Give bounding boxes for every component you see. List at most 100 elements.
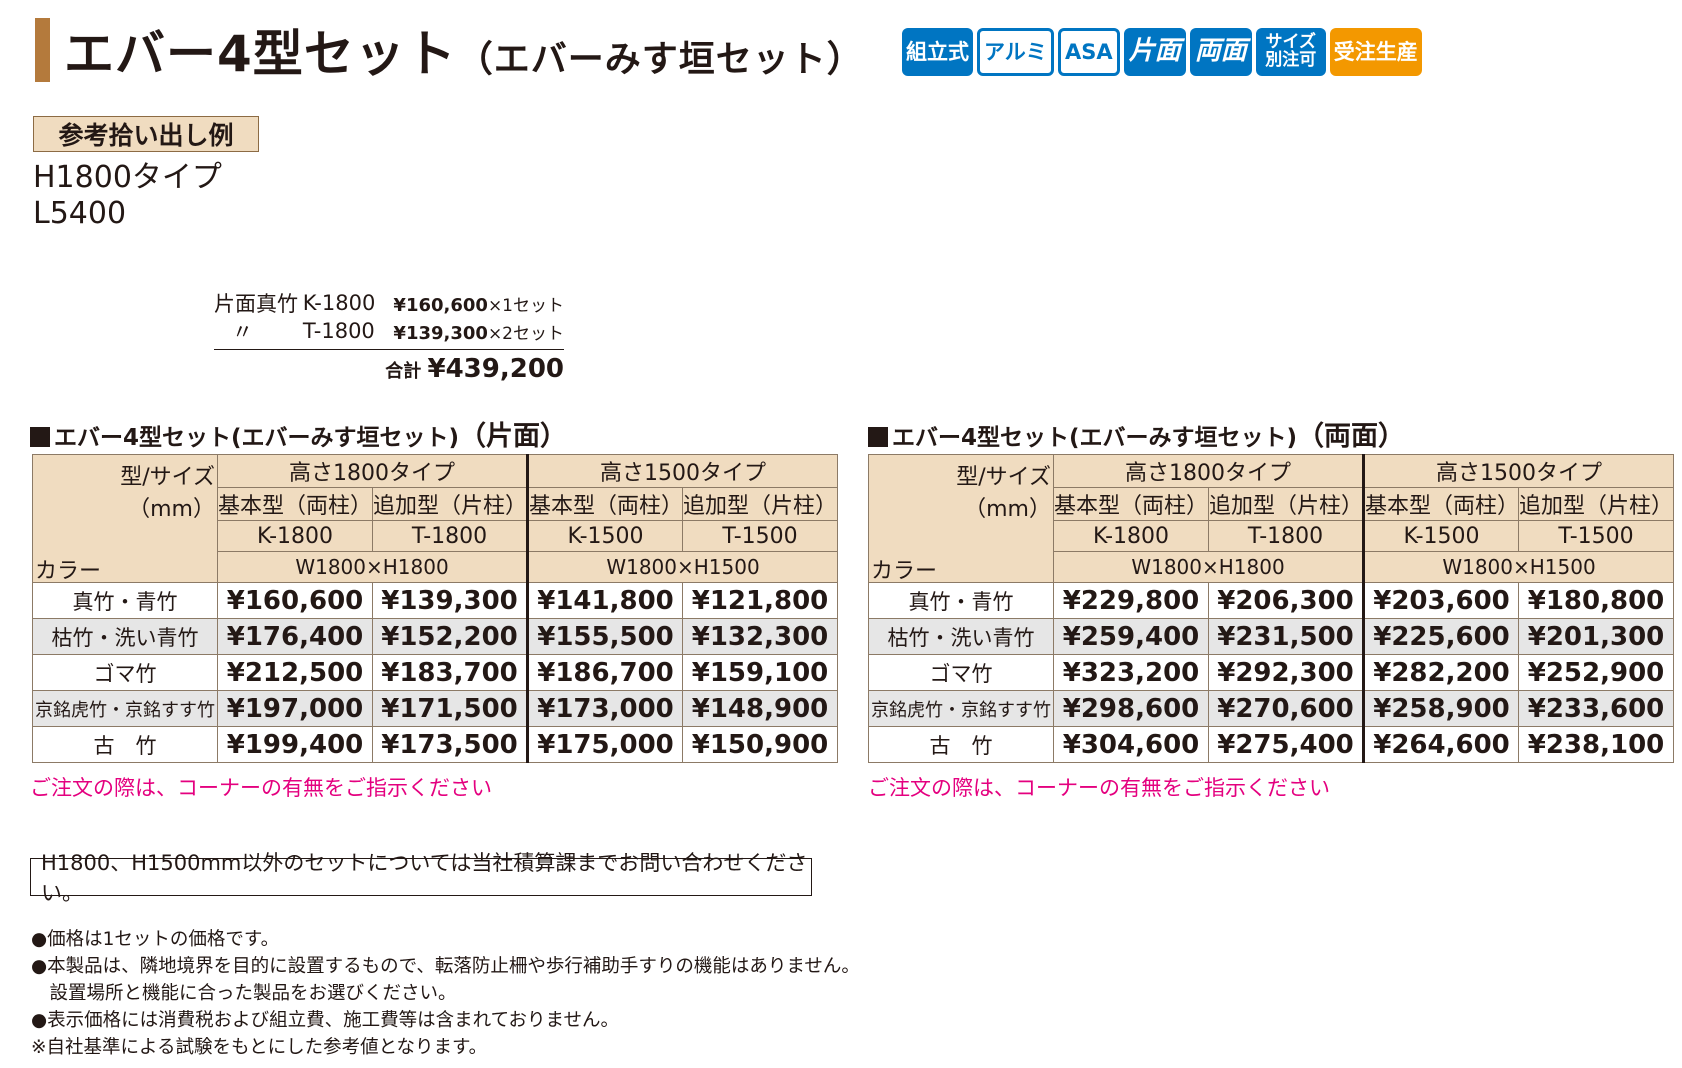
table-row: 真竹・青竹 ¥229,800 ¥206,300 ¥203,600 ¥180,80… <box>868 582 1674 619</box>
price-cell: ¥304,600 <box>1053 726 1209 763</box>
price-cell: ¥225,600 <box>1362 618 1519 655</box>
calc-item-price: ¥139,300×2セット <box>393 322 564 344</box>
example-label: 参考拾い出し例 <box>33 116 259 152</box>
sub-header: 基本型（両柱） <box>1053 487 1209 521</box>
price-cell: ¥155,500 <box>526 618 683 655</box>
price-cell: ¥176,400 <box>217 618 373 655</box>
table-corner: 型/サイズ （mm） カラー <box>32 454 218 584</box>
row-color: 古 竹 <box>32 726 218 763</box>
price-cell: ¥298,600 <box>1053 690 1209 727</box>
price-cell: ¥238,100 <box>1518 726 1674 763</box>
row-color: 京銘虎竹・京銘すす竹 <box>32 690 218 727</box>
badge-made-to-order: 受注生産 <box>1329 28 1422 76</box>
price-cell: ¥212,500 <box>217 654 373 691</box>
calc-divider <box>214 349 564 350</box>
badge-custom-size: サイズ別注可 <box>1255 28 1326 76</box>
table-row: 古 竹 ¥199,400 ¥173,500 ¥175,000 ¥150,900 <box>32 726 838 763</box>
price-cell: ¥141,800 <box>526 582 683 619</box>
dimension-header: W1800×H1500 <box>526 551 838 583</box>
model-header: K-1800 <box>217 520 373 552</box>
price-cell: ¥173,000 <box>526 690 683 727</box>
sub-header: 基本型（両柱） <box>217 487 373 521</box>
price-cell: ¥121,800 <box>682 582 838 619</box>
footnote: ※自社基準による試験をもとにした参考値となります。 <box>31 1037 488 1058</box>
price-cell: ¥148,900 <box>682 690 838 727</box>
row-color: 枯竹・洗い青竹 <box>32 618 218 655</box>
price-cell: ¥197,000 <box>217 690 373 727</box>
price-cell: ¥292,300 <box>1208 654 1364 691</box>
calc-item-model: T-1800 <box>302 319 375 343</box>
table-row: 枯竹・洗い青竹 ¥176,400 ¥152,200 ¥155,500 ¥132,… <box>32 618 838 655</box>
price-cell: ¥264,600 <box>1362 726 1519 763</box>
example-type-line: H1800タイプ <box>33 160 222 195</box>
model-header: T-1800 <box>372 520 528 552</box>
price-cell: ¥203,600 <box>1362 582 1519 619</box>
sub-header: 基本型（両柱） <box>1362 487 1519 521</box>
calc-item-price: ¥160,600×1セット <box>393 294 564 316</box>
square-bullet-icon <box>30 427 50 447</box>
table-row: ゴマ竹 ¥212,500 ¥183,700 ¥186,700 ¥159,100 <box>32 654 838 691</box>
table-row: ゴマ竹 ¥323,200 ¥292,300 ¥282,200 ¥252,900 <box>868 654 1674 691</box>
price-cell: ¥150,900 <box>682 726 838 763</box>
price-cell: ¥186,700 <box>526 654 683 691</box>
price-cell: ¥229,800 <box>1053 582 1209 619</box>
feature-badges: 組立式 アルミ ASA 片面 両面 サイズ別注可 受注生産 <box>902 28 1422 76</box>
footnote: ●価格は1セットの価格です。 <box>31 929 280 950</box>
sub-header: 追加型（片柱） <box>1518 487 1674 521</box>
size-inquiry-notice: H1800、H1500mm以外のセットについては当社積算課までお問い合わせくださ… <box>30 851 812 905</box>
badge-asa: ASA <box>1057 28 1120 76</box>
table-row: 京銘虎竹・京銘すす竹 ¥298,600 ¥270,600 ¥258,900 ¥2… <box>868 690 1674 727</box>
price-cell: ¥252,900 <box>1518 654 1674 691</box>
price-cell: ¥173,500 <box>372 726 528 763</box>
corner-note-single: ご注文の際は、コーナーの有無をご指示ください <box>30 776 492 800</box>
row-color: 古 竹 <box>868 726 1054 763</box>
model-header: K-1500 <box>526 520 683 552</box>
example-length-line: L5400 <box>33 196 127 231</box>
price-cell: ¥180,800 <box>1518 582 1674 619</box>
calc-row: 〃 T-1800 ¥139,300×2セット <box>214 317 564 345</box>
sub-header: 追加型（片柱） <box>682 487 838 521</box>
model-header: K-1800 <box>1053 520 1209 552</box>
row-color: 枯竹・洗い青竹 <box>868 618 1054 655</box>
table-title-double: エバー4型セット(エバーみす垣セット)（両面） <box>868 414 1405 453</box>
price-cell: ¥258,900 <box>1362 690 1519 727</box>
price-cell: ¥152,200 <box>372 618 528 655</box>
price-cell: ¥159,100 <box>682 654 838 691</box>
model-header: K-1500 <box>1362 520 1519 552</box>
price-cell: ¥139,300 <box>372 582 528 619</box>
price-cell: ¥199,400 <box>217 726 373 763</box>
price-cell: ¥275,400 <box>1208 726 1364 763</box>
price-cell: ¥323,200 <box>1053 654 1209 691</box>
dimension-header: W1800×H1800 <box>1053 551 1364 583</box>
price-cell: ¥201,300 <box>1518 618 1674 655</box>
footnotes: ●価格は1セットの価格です。 ●本製品は、隣地境界を目的に設置するもので、転落防… <box>31 926 860 1061</box>
footnote: 設置場所と機能に合った製品をお選びください。 <box>31 983 457 1004</box>
price-cell: ¥183,700 <box>372 654 528 691</box>
row-color: 真竹・青竹 <box>32 582 218 619</box>
price-cell: ¥259,400 <box>1053 618 1209 655</box>
model-header: T-1500 <box>1518 520 1674 552</box>
sub-header: 追加型（片柱） <box>372 487 528 521</box>
price-cell: ¥270,600 <box>1208 690 1364 727</box>
model-header: T-1800 <box>1208 520 1364 552</box>
calc-item-model: K-1800 <box>302 291 376 315</box>
dimension-header: W1800×H1800 <box>217 551 528 583</box>
table-row: 古 竹 ¥304,600 ¥275,400 ¥264,600 ¥238,100 <box>868 726 1674 763</box>
group-header-1500: 高さ1500タイプ <box>526 454 838 488</box>
title-sub: （エバーみす垣セット） <box>456 39 864 80</box>
table-corner: 型/サイズ （mm） カラー <box>868 454 1054 584</box>
calc-total: 合計 ¥439,200 <box>385 354 564 384</box>
footnote: ●本製品は、隣地境界を目的に設置するもので、転落防止柵や歩行補助手すりの機能はあ… <box>31 956 860 977</box>
corner-note-double: ご注文の際は、コーナーの有無をご指示ください <box>868 776 1330 800</box>
sub-header: 追加型（片柱） <box>1208 487 1364 521</box>
calc-item-name: 〃 <box>232 320 253 344</box>
group-header-1800: 高さ1800タイプ <box>1053 454 1364 488</box>
example-calculation: 片面真竹 K-1800 ¥160,600×1セット 〃 T-1800 ¥139,… <box>214 289 564 384</box>
price-cell: ¥171,500 <box>372 690 528 727</box>
row-color: 京銘虎竹・京銘すす竹 <box>868 690 1054 727</box>
sub-header: 基本型（両柱） <box>526 487 683 521</box>
model-header: T-1500 <box>682 520 838 552</box>
square-bullet-icon <box>868 427 888 447</box>
title-main: エバー4型セット <box>64 25 457 83</box>
calc-row: 片面真竹 K-1800 ¥160,600×1セット <box>214 289 564 317</box>
